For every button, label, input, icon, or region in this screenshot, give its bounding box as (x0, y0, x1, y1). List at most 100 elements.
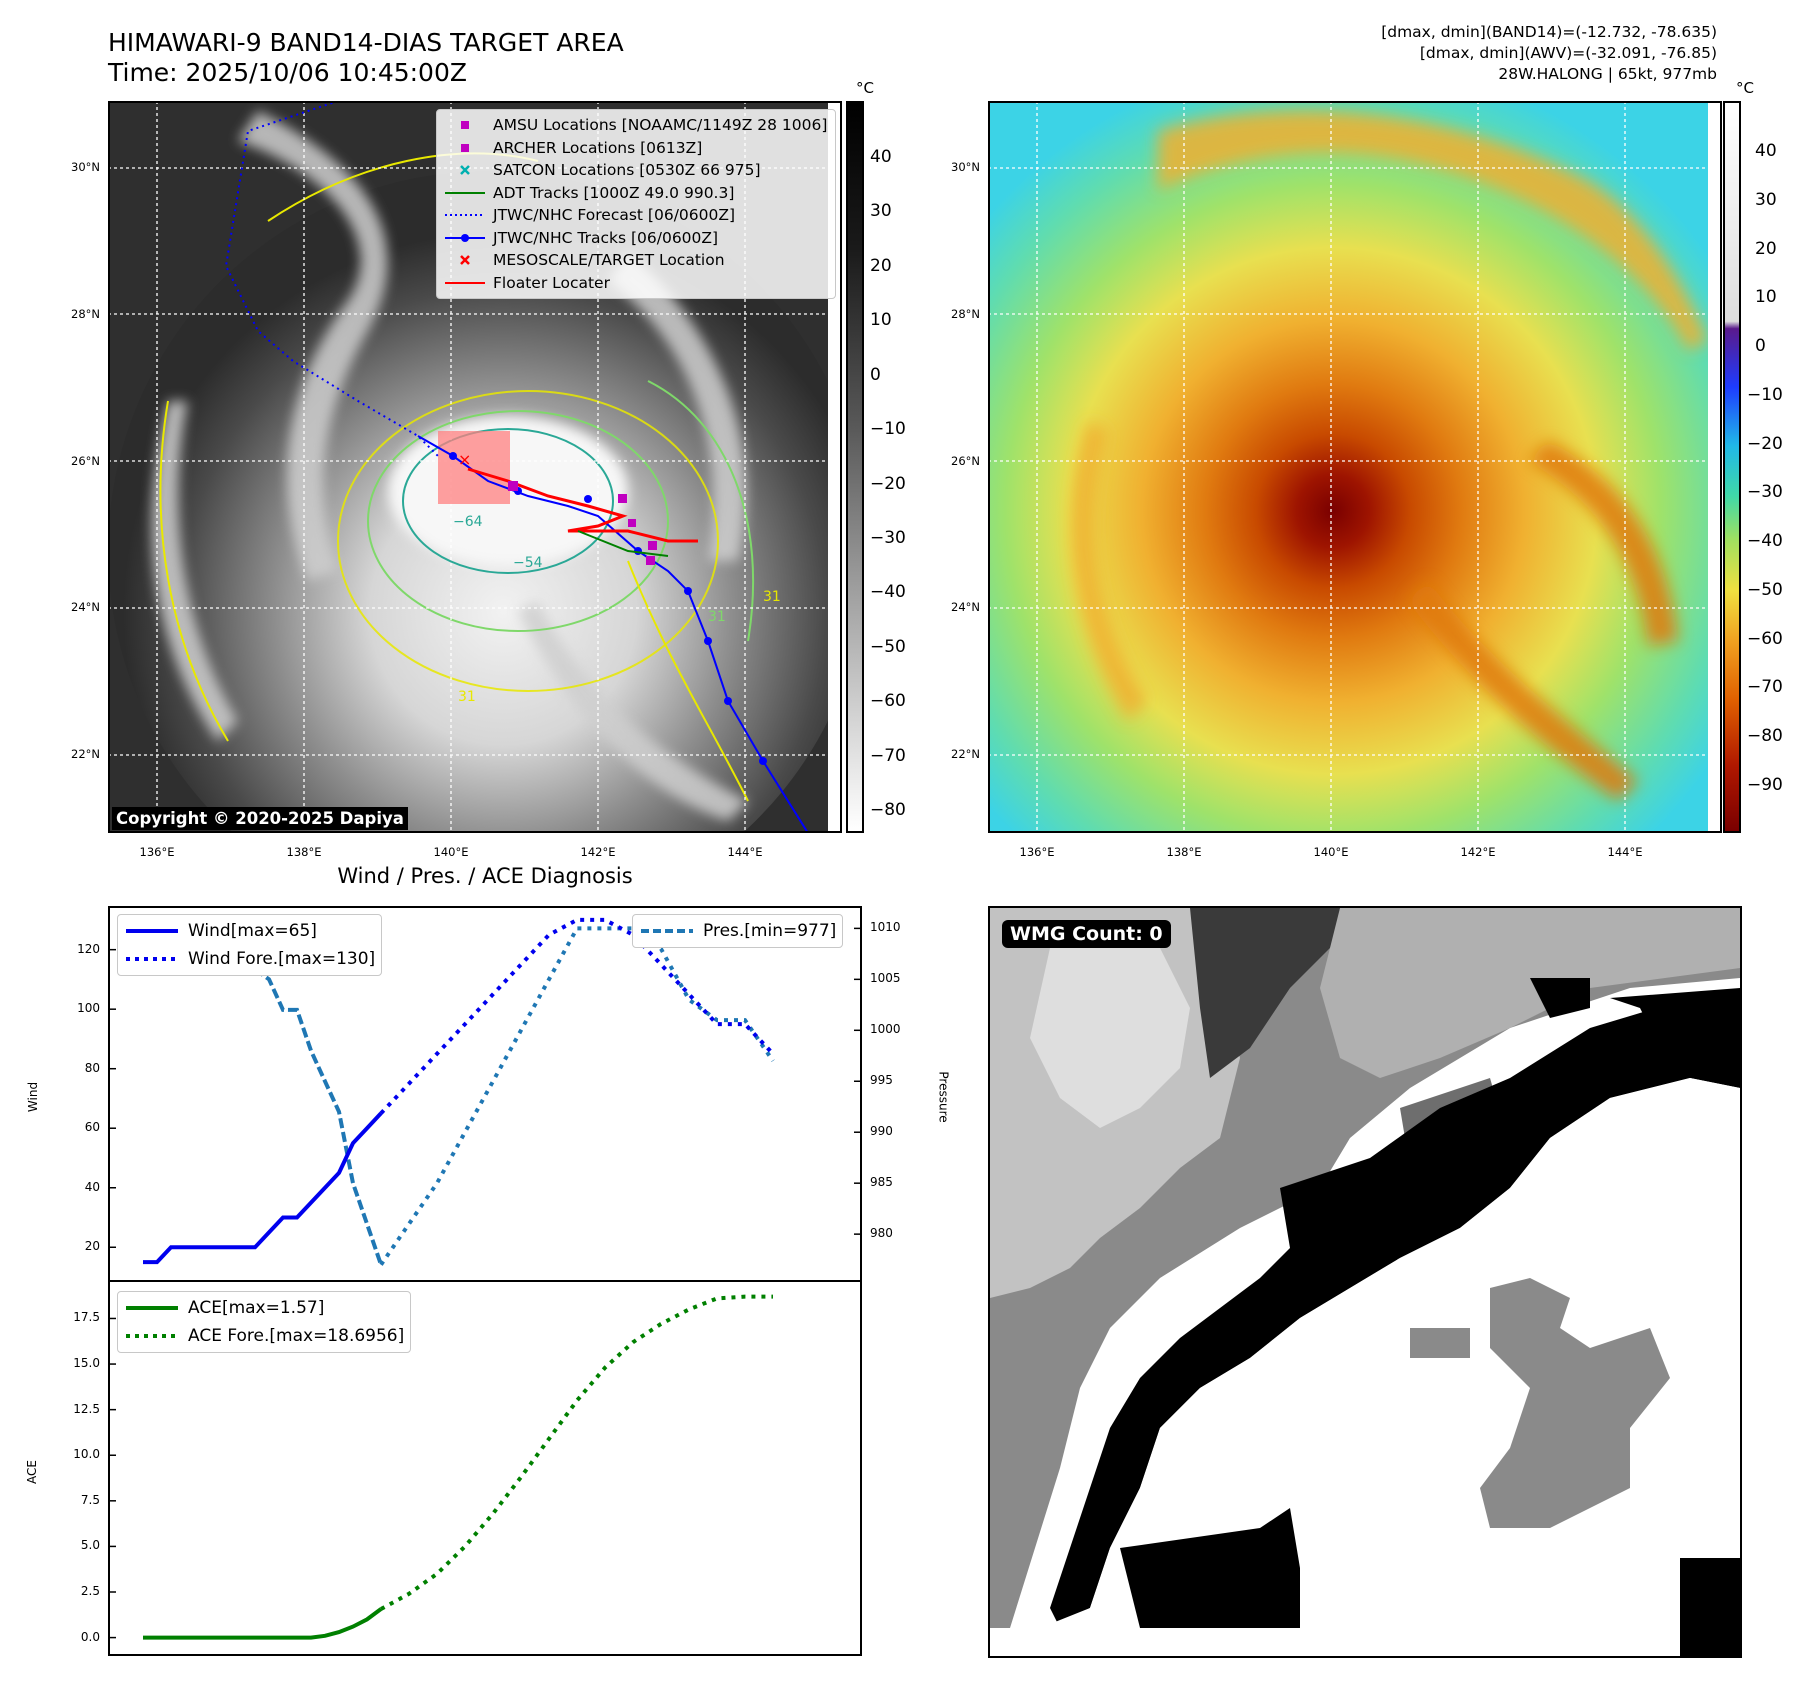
title-product: HIMAWARI-9 BAND14-DIAS TARGET AREA (108, 28, 624, 57)
legend-pres: Pres.[min=977] (639, 917, 836, 945)
lat-label: 30°N (71, 160, 100, 174)
dotted-line-icon (126, 1334, 178, 1338)
lon-label: 140°E (433, 845, 469, 859)
legend-adt: ADT Tracks [1000Z 49.0 990.3] (443, 182, 829, 205)
legend-satcon: SATCON Locations [0530Z 66 975] (443, 159, 829, 182)
legend-wind-fore: Wind Fore.[max=130] (124, 945, 375, 973)
legend-ace-fore: ACE Fore.[max=18.6956] (124, 1322, 404, 1350)
lat-label: 24°N (71, 600, 100, 614)
dotted-line-icon (126, 957, 178, 961)
ace-forecast-line (380, 1294, 773, 1611)
ace-plot (110, 1294, 774, 1640)
ace-legend: ACE[max=1.57] ACE Fore.[max=18.6956] (117, 1291, 412, 1353)
ace-tick-label: 2.5 (80, 1584, 100, 1598)
diag-title: Wind / Pres. / ACE Diagnosis (337, 864, 633, 888)
title-time: Time: 2025/10/06 10:45:00Z (108, 58, 467, 87)
stats-block: [dmax, dmin](BAND14)=(-12.732, -78.635) … (1381, 22, 1717, 85)
colorbar-awv-ticks: 40 30 20 10 0 −10 −20 −30 −40 −50 −60 −7… (1747, 141, 1783, 795)
lat-label: 28°N (71, 307, 100, 321)
wind-tick-label: 40 (84, 1179, 100, 1194)
wind-axis-label: Wind (26, 1081, 41, 1113)
wind-forecast-line (379, 917, 775, 1115)
lat-label: 22°N (71, 747, 100, 761)
pressure-tick-label: 990 (870, 1124, 893, 1139)
pressure-forecast-line (379, 926, 775, 1266)
square-marker-icon (443, 138, 487, 158)
ace-axis-label: ACE (24, 1460, 39, 1484)
wmg-pixel-map (990, 908, 1740, 1656)
legend-jtwc-tracks: JTWC/NHC Tracks [06/0600Z] (443, 227, 829, 250)
lon-label: 144°E (1607, 845, 1643, 859)
x-marker-icon (443, 160, 487, 180)
color-map-frame (988, 101, 1722, 833)
lat-label: 24°N (951, 600, 980, 614)
stats-band14: [dmax, dmin](BAND14)=(-12.732, -78.635) (1381, 23, 1717, 41)
ir-map-panel: × −64 −54 31 31 31 AMSU Locations [NOAAM… (108, 100, 868, 931)
wind-tick-label: 80 (84, 1060, 100, 1075)
ace-chart (108, 1280, 862, 1656)
lon-label: 138°E (286, 845, 322, 859)
wind-tick-label: 60 (84, 1120, 100, 1135)
contour-label-64: −64 (453, 514, 483, 530)
contour-label-31a: 31 (458, 689, 476, 705)
stats-awv: [dmax, dmin](AWV)=(-32.091, -76.85) (1419, 44, 1717, 62)
lon-label: 136°E (139, 845, 175, 859)
pressure-tick-label: 995 (870, 1073, 893, 1088)
square-marker-icon (443, 115, 487, 135)
lat-label: 26°N (71, 454, 100, 468)
pressure-tick-label: 985 (870, 1175, 893, 1190)
legend-amsu: AMSU Locations [NOAAMC/1149Z 28 1006] (443, 114, 829, 137)
wmg-count-badge: WMG Count: 0 (1002, 920, 1171, 948)
colorbar-ir (846, 101, 864, 833)
svg-text:×: × (458, 450, 471, 469)
legend-jtwc-forecast: JTWC/NHC Forecast [06/0600Z] (443, 204, 829, 227)
ace-tick-label: 17.5 (73, 1310, 100, 1325)
dotted-line-icon (443, 205, 487, 225)
wind-line (143, 1111, 383, 1265)
color-map-image (988, 101, 1722, 833)
wind-tick-label: 120 (77, 941, 100, 956)
pressure-axis-label: Pressure (936, 1071, 951, 1123)
line-icon (443, 273, 487, 293)
lon-label: 142°E (580, 845, 616, 859)
lon-label: 138°E (1166, 845, 1202, 859)
lat-label: 26°N (951, 454, 980, 468)
lat-label: 28°N (951, 307, 980, 321)
floater-locater-track (467, 467, 698, 543)
copyright-label: Copyright © 2020-2025 Dapiya (112, 807, 408, 830)
map-gridlines (988, 101, 1722, 833)
map-legend: AMSU Locations [NOAAMC/1149Z 28 1006] AR… (436, 109, 836, 299)
wind-legend: Wind[max=65] Wind Fore.[max=130] (117, 914, 383, 976)
solid-line-icon (126, 1306, 178, 1310)
contour-label-31c: 31 (763, 589, 781, 605)
legend-mesoscale: MESOSCALE/TARGET Location (443, 249, 829, 272)
ir-map-frame (108, 101, 842, 833)
pressure-tick-label: 1000 (870, 1022, 901, 1037)
lon-label: 140°E (1313, 845, 1349, 859)
x-marker-icon (443, 250, 487, 270)
ace-tick-label: 12.5 (73, 1401, 100, 1416)
colorbar-awv (1723, 101, 1741, 833)
pressure-tick-label: 980 (870, 1226, 893, 1241)
legend-wind: Wind[max=65] (124, 917, 375, 945)
ace-tick-label: 15.0 (73, 1356, 100, 1371)
pressure-line (143, 926, 383, 1266)
ace-tick-label: 7.5 (80, 1492, 100, 1507)
storm-info: 28W.HALONG | 65kt, 977mb (1498, 65, 1717, 83)
contour-label-31b: 31 (708, 609, 726, 625)
colorbar-unit-right: °C (1736, 79, 1754, 97)
colorbar-unit-left: °C (856, 79, 874, 97)
lat-label: 30°N (951, 160, 980, 174)
line-icon (443, 183, 487, 203)
line-dot-icon (443, 228, 487, 248)
lat-label: 22°N (951, 747, 980, 761)
lon-label: 144°E (727, 845, 763, 859)
lon-label: 136°E (1019, 845, 1055, 859)
ace-tick-label: 0.0 (80, 1629, 100, 1644)
ace-tick-label: 5.0 (80, 1538, 100, 1553)
pressure-tick-label: 1005 (870, 971, 901, 986)
wmg-panel: WMG Count: 0 (988, 906, 1742, 1658)
dashed-line-icon (641, 929, 693, 933)
ace-tick-label: 10.0 (73, 1447, 100, 1462)
color-map-panel (988, 101, 1722, 833)
